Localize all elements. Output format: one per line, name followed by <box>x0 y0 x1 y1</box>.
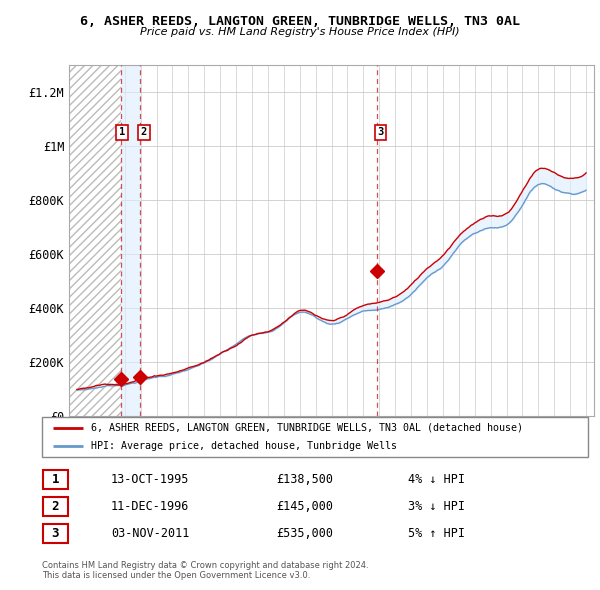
Text: Price paid vs. HM Land Registry's House Price Index (HPI): Price paid vs. HM Land Registry's House … <box>140 27 460 37</box>
Text: 2: 2 <box>52 500 59 513</box>
Text: £138,500: £138,500 <box>276 473 333 486</box>
Text: 6, ASHER REEDS, LANGTON GREEN, TUNBRIDGE WELLS, TN3 0AL (detached house): 6, ASHER REEDS, LANGTON GREEN, TUNBRIDGE… <box>91 423 523 433</box>
Text: 3% ↓ HPI: 3% ↓ HPI <box>408 500 465 513</box>
Text: 13-OCT-1995: 13-OCT-1995 <box>111 473 190 486</box>
Text: 4% ↓ HPI: 4% ↓ HPI <box>408 473 465 486</box>
Text: 3: 3 <box>377 127 384 137</box>
Text: 2: 2 <box>141 127 147 137</box>
Text: 6, ASHER REEDS, LANGTON GREEN, TUNBRIDGE WELLS, TN3 0AL: 6, ASHER REEDS, LANGTON GREEN, TUNBRIDGE… <box>80 15 520 28</box>
Text: 5% ↑ HPI: 5% ↑ HPI <box>408 527 465 540</box>
Text: £145,000: £145,000 <box>276 500 333 513</box>
Text: £535,000: £535,000 <box>276 527 333 540</box>
Text: HPI: Average price, detached house, Tunbridge Wells: HPI: Average price, detached house, Tunb… <box>91 441 397 451</box>
Text: 1: 1 <box>52 473 59 486</box>
Bar <box>121 65 140 416</box>
Text: Contains HM Land Registry data © Crown copyright and database right 2024.
This d: Contains HM Land Registry data © Crown c… <box>42 560 368 580</box>
Text: 1: 1 <box>119 127 125 137</box>
Text: 03-NOV-2011: 03-NOV-2011 <box>111 527 190 540</box>
Text: 11-DEC-1996: 11-DEC-1996 <box>111 500 190 513</box>
Text: 3: 3 <box>52 527 59 540</box>
